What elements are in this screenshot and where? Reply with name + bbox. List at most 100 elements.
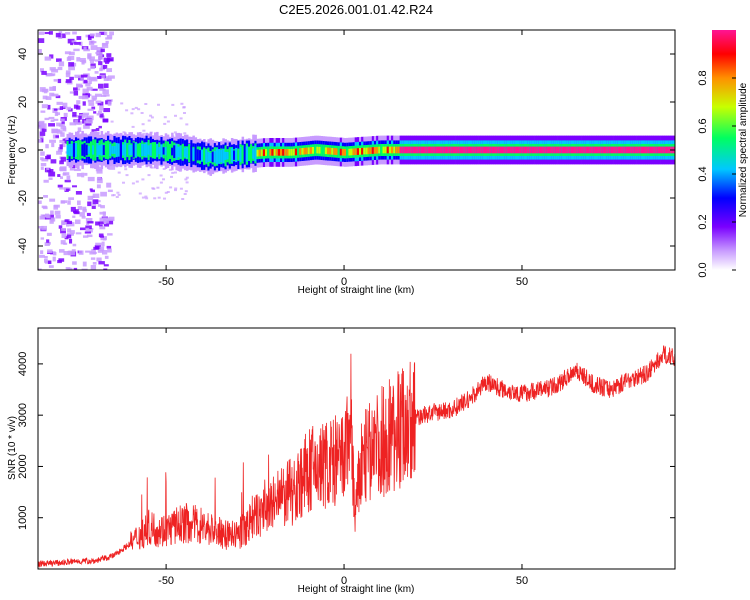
heatmap-signal-cell bbox=[224, 151, 227, 160]
heatmap-noise-cell bbox=[77, 200, 81, 206]
heatmap-noise-cell bbox=[81, 268, 88, 270]
heatmap-signal-cell bbox=[553, 146, 556, 154]
heatmap-signal-cell bbox=[406, 146, 409, 154]
heatmap-noise-cell bbox=[68, 250, 76, 256]
heatmap-noise-cell bbox=[69, 230, 75, 234]
heatmap-noise-cell bbox=[51, 142, 55, 148]
chart-title: C2E5.2026.001.01.42.R24 bbox=[279, 2, 433, 17]
heatmap-noise-cell bbox=[46, 214, 51, 219]
heatmap-signal-cell bbox=[254, 145, 257, 162]
heatmap-noise-cell bbox=[78, 250, 84, 255]
heatmap-signal-cell bbox=[485, 146, 488, 154]
heatmap-signal-cell bbox=[540, 146, 543, 154]
heatmap-noise-cell bbox=[166, 191, 170, 193]
heatmap-noise-cell bbox=[95, 52, 100, 55]
heatmap-noise-cell bbox=[85, 225, 92, 230]
heatmap-y-tick-label: 20 bbox=[17, 96, 29, 108]
heatmap-signal-cell bbox=[570, 146, 573, 154]
heatmap-noise-cell bbox=[72, 31, 77, 35]
heatmap-noise-cell bbox=[92, 262, 97, 265]
heatmap-signal-cell bbox=[408, 146, 411, 154]
heatmap-noise-cell bbox=[44, 259, 48, 263]
heatmap-signal-cell bbox=[508, 146, 511, 154]
heatmap-noise-cell bbox=[74, 74, 82, 79]
heatmap-signal-cell bbox=[476, 146, 479, 154]
heatmap-noise-cell bbox=[120, 102, 124, 105]
heatmap-noise-cell bbox=[103, 217, 110, 222]
heatmap-noise-cell bbox=[48, 177, 53, 180]
heatmap-noise-cell bbox=[90, 257, 96, 260]
heatmap-signal-cell bbox=[81, 144, 84, 156]
snr-plot-area bbox=[38, 328, 675, 569]
heatmap-signal-cell bbox=[141, 143, 144, 157]
heatmap-noise-cell bbox=[173, 131, 177, 134]
heatmap-signal-cell bbox=[248, 146, 251, 161]
heatmap-noise-cell bbox=[48, 171, 56, 177]
heatmap-noise-cell bbox=[87, 76, 91, 80]
heatmap-signal-cell bbox=[470, 146, 473, 154]
heatmap-noise-cell bbox=[69, 166, 76, 171]
heatmap-noise-cell bbox=[41, 104, 48, 109]
heatmap-signal-cell bbox=[576, 146, 580, 154]
heatmap-signal-cell bbox=[666, 146, 669, 154]
heatmap-signal-cell bbox=[502, 146, 505, 154]
heatmap-noise-cell bbox=[174, 114, 177, 117]
heatmap-noise-cell bbox=[46, 239, 50, 243]
heatmap-noise-cell bbox=[46, 232, 52, 236]
heatmap-noise-cell bbox=[87, 115, 94, 121]
heatmap-noise-cell bbox=[65, 32, 71, 35]
heatmap-signal-cell bbox=[371, 147, 375, 154]
heatmap-noise-cell bbox=[100, 205, 105, 209]
heatmap-signal-cell bbox=[566, 146, 569, 154]
heatmap-signal-cell bbox=[482, 146, 486, 154]
heatmap-signal-cell bbox=[572, 146, 575, 154]
heatmap-noise-cell bbox=[99, 105, 104, 111]
heatmap-signal-cell bbox=[207, 151, 210, 162]
heatmap-noise-cell bbox=[91, 195, 96, 198]
heatmap-noise-cell bbox=[174, 171, 177, 174]
heatmap-signal-cell bbox=[628, 146, 631, 154]
heatmap-signal-cell bbox=[534, 146, 537, 154]
heatmap-noise-cell bbox=[40, 151, 45, 156]
heatmap-noise-cell bbox=[86, 86, 93, 91]
heatmap-signal-cell bbox=[523, 146, 526, 154]
heatmap-noise-cell bbox=[79, 41, 83, 46]
heatmap-signal-cell bbox=[243, 146, 247, 162]
heatmap-noise-cell bbox=[77, 206, 83, 210]
heatmap-noise-cell bbox=[100, 48, 105, 53]
heatmap-noise-cell bbox=[72, 261, 77, 265]
heatmap-noise-cell bbox=[99, 217, 107, 223]
colorbar-tick-label: 0.0 bbox=[697, 262, 709, 277]
heatmap-signal-cell bbox=[151, 142, 155, 159]
heatmap-signal-cell bbox=[363, 147, 366, 155]
heatmap-noise-cell bbox=[51, 68, 59, 73]
heatmap-noise-cell bbox=[50, 217, 56, 222]
heatmap-noise-cell bbox=[106, 35, 113, 39]
heatmap-signal-cell bbox=[591, 146, 595, 154]
heatmap-noise-cell bbox=[86, 212, 91, 217]
snr-y-label: SNR (10 * v/v) bbox=[7, 416, 18, 480]
heatmap-noise-cell bbox=[45, 96, 52, 100]
heatmap-noise-cell bbox=[38, 31, 45, 35]
heatmap-noise-cell bbox=[92, 203, 97, 207]
heatmap-signal-cell bbox=[280, 149, 283, 156]
heatmap-noise-cell bbox=[174, 187, 178, 190]
heatmap-noise-cell bbox=[106, 53, 112, 57]
snr-y-tick-label: 4000 bbox=[17, 352, 29, 376]
heatmap-signal-cell bbox=[480, 146, 484, 154]
heatmap-noise-cell bbox=[50, 159, 57, 164]
heatmap-signal-cell bbox=[450, 146, 454, 154]
heatmap-signal-cell bbox=[356, 148, 360, 155]
heatmap-noise-cell bbox=[59, 249, 65, 253]
heatmap-signal-cell bbox=[491, 146, 494, 154]
heatmap-signal-cell bbox=[322, 147, 326, 154]
heatmap-signal-cell bbox=[107, 143, 110, 157]
heatmap-signal-cell bbox=[382, 146, 385, 154]
heatmap-signal-cell bbox=[546, 146, 550, 154]
heatmap-noise-cell bbox=[90, 189, 95, 193]
heatmap-noise-cell bbox=[65, 72, 71, 78]
heatmap-noise-cell bbox=[76, 105, 81, 110]
heatmap-noise-cell bbox=[72, 112, 77, 117]
snr-x-tick-label: 0 bbox=[341, 575, 347, 587]
